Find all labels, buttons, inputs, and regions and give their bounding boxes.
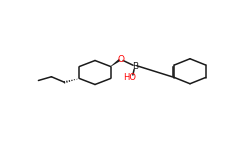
Text: HO: HO (123, 74, 136, 82)
Text: B: B (132, 62, 138, 71)
Polygon shape (110, 59, 120, 67)
Text: O: O (118, 54, 124, 63)
